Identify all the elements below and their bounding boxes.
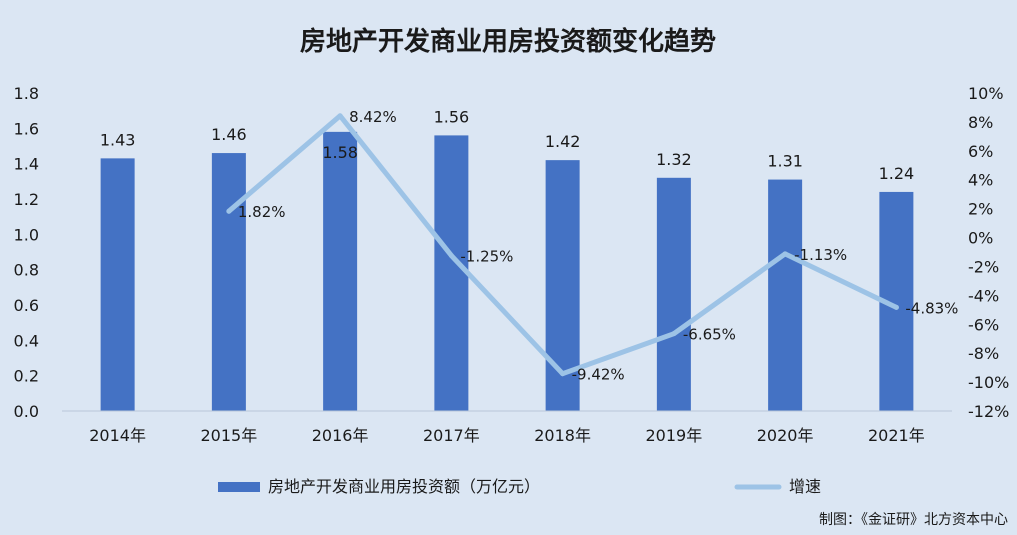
left-tick-label: 0.4 <box>14 331 39 350</box>
growth-value-label: -6.65% <box>683 326 736 344</box>
growth-value-label: -1.25% <box>460 248 513 266</box>
right-tick-label: 10% <box>968 84 1004 103</box>
line-series: 1.82% 8.42% -1.25% -9.42% -6.65% -1.13% -4.83% <box>226 108 958 384</box>
bar-value-label: 1.56 <box>434 107 470 126</box>
left-tick-label: 0.0 <box>14 402 39 421</box>
growth-point <box>893 304 899 310</box>
left-tick-label: 0.8 <box>14 261 39 280</box>
x-tick-label: 2014年 <box>89 426 146 445</box>
bar-value-label: 1.42 <box>545 132 581 151</box>
bar-value-label: 1.32 <box>656 150 692 169</box>
bar-value-label: 1.31 <box>767 152 803 171</box>
bar <box>656 177 691 411</box>
x-axis: 2014年 2015年 2016年 2017年 2018年 2019年 2020年 2021年 <box>89 426 924 445</box>
left-tick-label: 0.6 <box>14 296 39 315</box>
bar-value-label: 1.46 <box>211 125 247 144</box>
right-tick-label: -6% <box>968 315 999 334</box>
legend-bar-label: 房地产开发商业用房投资额（万亿元） <box>268 477 540 496</box>
bar <box>100 158 135 411</box>
right-tick-label: -2% <box>968 257 999 276</box>
source-note: 制图：《金证研》北方资本中心 <box>819 512 1008 528</box>
left-tick-label: 1.8 <box>14 84 39 103</box>
left-tick-label: 1.0 <box>14 225 39 244</box>
x-tick-label: 2020年 <box>757 426 814 445</box>
legend-line-label: 增速 <box>789 477 821 496</box>
growth-value-label: -9.42% <box>572 366 625 384</box>
left-tick-label: 1.2 <box>14 190 39 209</box>
growth-value-label: -1.13% <box>794 246 847 264</box>
growth-point <box>337 113 343 119</box>
right-tick-label: 2% <box>968 200 993 219</box>
legend: 房地产开发商业用房投资额（万亿元） 增速 <box>218 477 821 496</box>
bar-value-label: 1.24 <box>879 164 915 183</box>
left-tick-label: 1.4 <box>14 155 39 174</box>
bar <box>211 153 246 412</box>
bar <box>768 179 803 411</box>
chart-title: 房地产开发商业用房投资额变化趋势 <box>300 26 716 57</box>
right-axis: -12% -10% -8% -6% -4% -2% 0% 2% 4% 6% 8% 10% <box>968 84 1009 421</box>
bar <box>434 135 469 411</box>
right-tick-label: -4% <box>968 286 999 305</box>
growth-value-label: -4.83% <box>905 299 958 317</box>
growth-point <box>671 331 677 337</box>
right-tick-label: 6% <box>968 142 993 161</box>
left-tick-label: 1.6 <box>14 119 39 138</box>
left-tick-label: 0.2 <box>14 367 39 386</box>
x-tick-label: 2015年 <box>201 426 258 445</box>
right-tick-label: 4% <box>968 171 993 190</box>
growth-point <box>226 208 232 214</box>
bar-series: 1.43 1.46 1.58 1.56 1.42 1.32 1.31 1.24 <box>100 107 915 412</box>
x-tick-label: 2019年 <box>646 426 703 445</box>
right-tick-label: -10% <box>968 373 1009 392</box>
growth-point <box>782 251 788 257</box>
growth-point <box>560 371 566 377</box>
bar <box>323 131 358 411</box>
bar-value-label: 1.43 <box>100 130 136 149</box>
right-tick-label: -8% <box>968 344 999 363</box>
bar-value-label: 1.58 <box>322 143 358 162</box>
growth-value-label: 1.82% <box>238 203 286 221</box>
right-tick-label: 0% <box>968 229 993 248</box>
right-tick-label: 8% <box>968 113 993 132</box>
x-tick-label: 2017年 <box>423 426 480 445</box>
growth-point <box>448 253 454 259</box>
growth-value-label: 8.42% <box>349 108 397 126</box>
right-tick-label: -12% <box>968 402 1009 421</box>
x-tick-label: 2018年 <box>534 426 591 445</box>
legend-bar-swatch <box>218 482 260 492</box>
x-tick-label: 2021年 <box>868 426 925 445</box>
x-tick-label: 2016年 <box>312 426 369 445</box>
left-axis: 0.0 0.2 0.4 0.6 0.8 1.0 1.2 1.4 1.6 1.8 <box>14 84 39 421</box>
